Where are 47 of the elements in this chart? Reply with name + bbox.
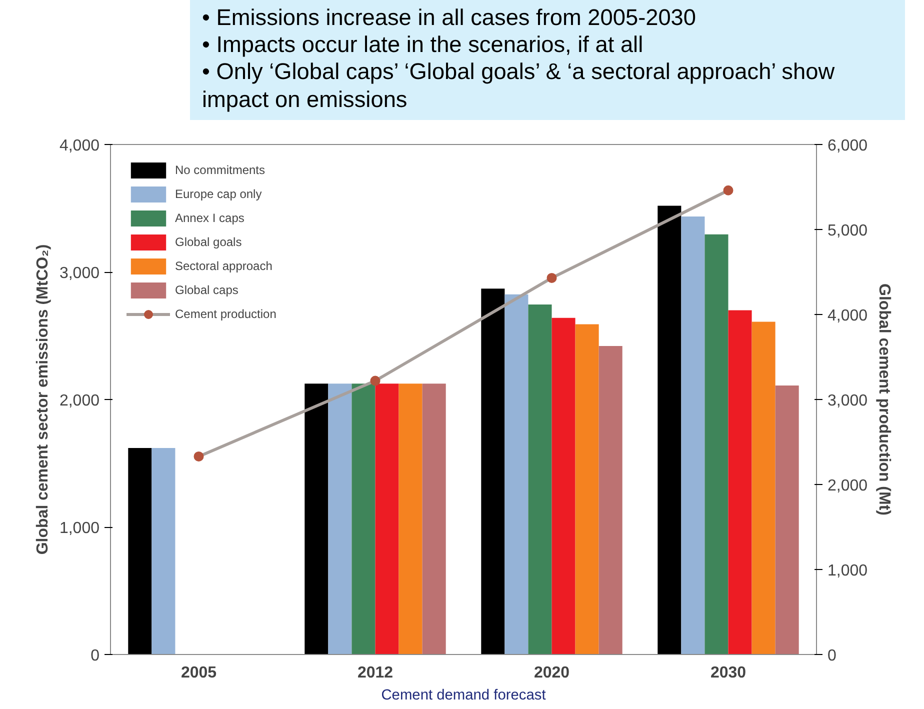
bar [552, 318, 576, 654]
bar [775, 385, 799, 654]
legend-label: Sectoral approach [175, 259, 272, 273]
y2-tick-label: 4,000 [828, 308, 868, 324]
bar [752, 322, 776, 654]
bar [575, 324, 599, 654]
bar [128, 448, 152, 654]
bar [728, 310, 752, 654]
legend-label: No commitments [175, 163, 266, 177]
y-tick-label: 0 [90, 648, 100, 664]
bar [704, 234, 728, 654]
y2-tick-label: 2,000 [828, 478, 868, 494]
y-tick-label: 1,000 [59, 520, 100, 537]
y2-axis-title: Global cement production (Mt) [876, 284, 893, 516]
bar [398, 384, 422, 654]
legend-label: Europe cap only [175, 187, 262, 201]
bar [681, 216, 705, 654]
y2-tick-label: 1,000 [828, 562, 868, 580]
y-axis-title: Global cement sector emissions (MtCO₂) [34, 244, 52, 555]
y-tick-label: 2,000 [59, 392, 100, 410]
y2-tick-label: 3,000 [828, 392, 868, 410]
y-tick-label: 3,000 [59, 265, 100, 282]
bar [422, 384, 446, 654]
x-tick-label: 2020 [534, 664, 570, 682]
y2-tick-label: 0 [828, 648, 836, 664]
y-tick-label: 4,000 [59, 138, 100, 154]
bar [304, 384, 328, 654]
bar [598, 346, 622, 654]
y2-tick-label: 5,000 [828, 222, 868, 240]
y2-tick-label: 6,000 [828, 138, 868, 154]
bar [152, 448, 176, 654]
bar [375, 384, 399, 654]
bar [481, 288, 505, 654]
legend-label: Global goals [175, 235, 242, 249]
x-tick-label: 2005 [180, 664, 217, 682]
bar [328, 384, 352, 654]
legend-label: Cement production [175, 307, 276, 321]
chart-title: • Emissions increase in all cases from 2005-2030 • Impacts occur late in the scenarios, if at all • Only ‘Global caps’ ‘Global goals’ & ‘a sectoral approach’ show impact on emissions [202, 4, 836, 113]
bar [504, 294, 528, 654]
bar [528, 304, 552, 654]
legend-label: Global caps [175, 283, 238, 297]
text: Cement demand forecast [381, 688, 546, 704]
x-tick-label: 2030 [710, 664, 746, 682]
bar [352, 384, 376, 654]
legend-label: Annex I caps [175, 211, 244, 225]
bar [658, 206, 682, 654]
x-tick-label: 2012 [357, 664, 394, 682]
